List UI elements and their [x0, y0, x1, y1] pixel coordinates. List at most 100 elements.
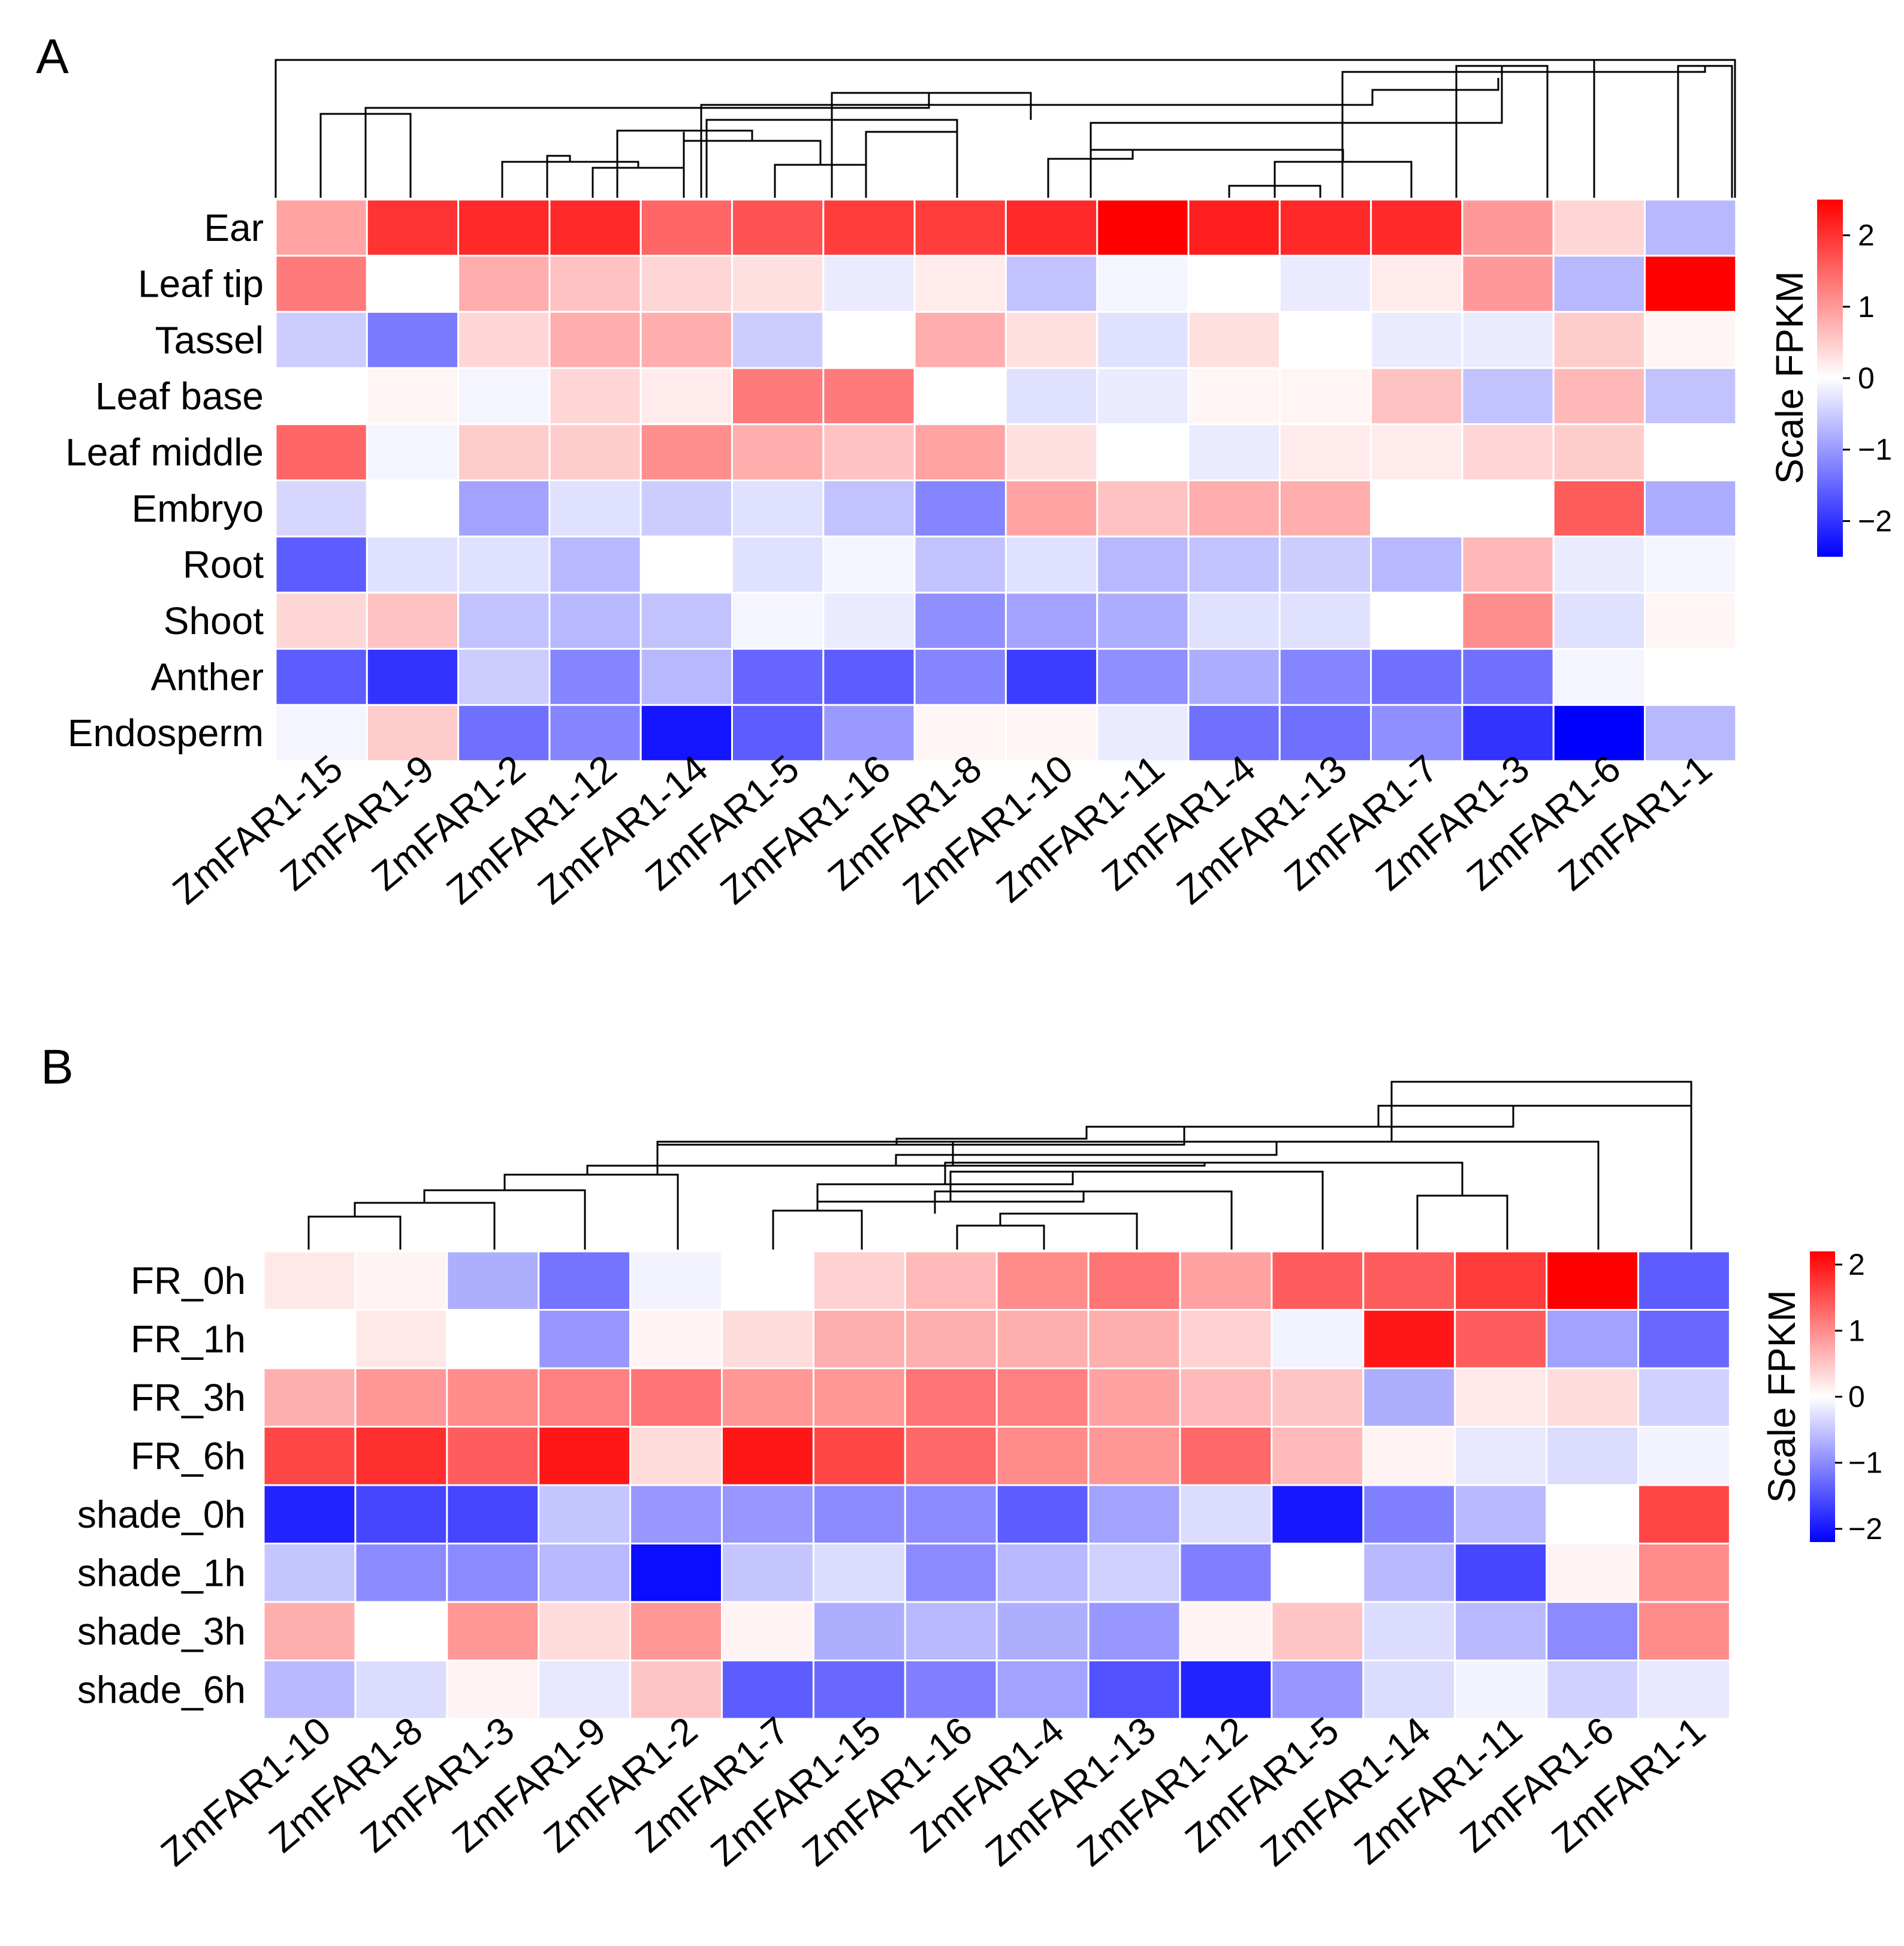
heatmap-cell: [1637, 1601, 1731, 1661]
heatmap-cell: [1644, 479, 1737, 538]
heatmap-cell: [1461, 367, 1555, 426]
heatmap-cell: [262, 1426, 357, 1486]
heatmap-panel-b: B FR_0h FR_1h FR_3h FR_6h shade_0h shade_1hsh…: [41, 1040, 1882, 1874]
heatmap-cell: [1370, 592, 1464, 650]
heatmap-cell: [366, 479, 460, 538]
heatmap-cell: [457, 704, 551, 762]
heatmap-cell: [913, 255, 1007, 313]
heatmap-cell: [1187, 423, 1281, 481]
heatmap-cell: [1552, 310, 1646, 369]
heatmap-cell: [1271, 1426, 1365, 1486]
heatmap-cell: [1552, 198, 1646, 257]
colorbar-tick-label: −1: [1848, 1446, 1882, 1480]
heatmap-cell: [1096, 648, 1190, 706]
heatmap-cell: [354, 1543, 448, 1603]
heatmap-cell: [1461, 423, 1555, 481]
heatmap-cell: [1096, 367, 1190, 426]
heatmap-cell: [262, 1309, 357, 1369]
heatmap-cell: [1271, 1484, 1365, 1544]
row-label: shade_6h: [77, 1668, 246, 1711]
colorbar-tick-label: −2: [1858, 504, 1892, 538]
heatmap-cell: [822, 310, 916, 369]
colorbar-tick-label: −2: [1848, 1512, 1882, 1546]
heatmap-cell: [1461, 310, 1555, 369]
heatmap-cell: [1087, 1250, 1181, 1311]
heatmap-cell: [995, 1543, 1090, 1603]
heatmap-cell: [354, 1250, 448, 1311]
heatmap-cell: [721, 1660, 814, 1720]
heatmap-cell: [548, 198, 642, 257]
heatmap-cell: [457, 367, 551, 426]
row-label: Ear: [204, 206, 264, 249]
heatmap-cell: [366, 592, 460, 650]
heatmap-cell: [731, 648, 825, 706]
heatmap-cell: [629, 1660, 723, 1720]
heatmap-cell: [1187, 648, 1281, 706]
heatmap-cell: [446, 1601, 540, 1661]
heatmap-cell: [262, 1543, 357, 1603]
colorbar-title-a: Scale FPKM: [1768, 271, 1811, 484]
heatmap-cell: [1271, 1543, 1365, 1603]
heatmap-cell: [904, 1426, 998, 1486]
heatmap-cell: [1004, 479, 1099, 538]
heatmap-cell: [1637, 1543, 1731, 1603]
heatmap-cell: [639, 704, 733, 762]
heatmap-cell: [1552, 648, 1646, 706]
heatmap-cell: [457, 648, 551, 706]
heatmap-cell: [1187, 255, 1281, 313]
colorbar-tick-label: 2: [1848, 1248, 1865, 1281]
heatmap-cell: [354, 1660, 448, 1720]
heatmap-cell: [1187, 310, 1281, 369]
row-label: Leaf middle: [65, 431, 264, 474]
heatmap-cell: [822, 367, 916, 426]
heatmap-cell: [366, 198, 460, 257]
heatmap-cell: [1096, 704, 1190, 762]
heatmap-cell: [639, 479, 733, 538]
heatmap-cell: [731, 310, 825, 369]
heatmap-cell: [1546, 1484, 1640, 1544]
heatmap-cell: [262, 1484, 357, 1544]
heatmap-cell: [1004, 535, 1099, 594]
heatmap-cell: [913, 479, 1007, 538]
column-dendrogram-a: [274, 59, 1736, 198]
heatmap-cell: [721, 1543, 814, 1603]
heatmap-cell: [538, 1484, 632, 1544]
heatmap-cell: [1362, 1250, 1456, 1311]
heatmap-cell: [913, 592, 1007, 650]
heatmap-cell: [913, 198, 1007, 257]
heatmap-cell: [262, 1250, 357, 1311]
heatmap-cell: [366, 423, 460, 481]
heatmap-cell: [995, 1484, 1090, 1544]
heatmap-cell: [1461, 255, 1555, 313]
heatmap-cell: [629, 1484, 723, 1544]
heatmap-cell: [1461, 479, 1555, 538]
heatmap-cell: [366, 367, 460, 426]
heatmap-cell: [1362, 1309, 1456, 1369]
heatmap-cell: [822, 198, 916, 257]
heatmap-cell: [995, 1426, 1090, 1486]
heatmap-cell: [1637, 1309, 1731, 1369]
heatmap-cell: [639, 367, 733, 426]
colorbar-tick-label: 2: [1858, 219, 1875, 252]
heatmap-cell: [1271, 1601, 1365, 1661]
heatmap-cell: [812, 1543, 906, 1603]
row-label: FR_6h: [131, 1434, 246, 1477]
heatmap-cell: [1004, 255, 1099, 313]
heatmap-cell: [812, 1601, 906, 1661]
panel-label-b: B: [41, 1040, 74, 1094]
heatmap-cell: [538, 1309, 632, 1369]
heatmap-cell: [904, 1367, 998, 1428]
heatmap-cell: [1179, 1309, 1273, 1369]
heatmap-cells-b: [262, 1250, 1731, 1720]
heatmap-cell: [457, 310, 551, 369]
heatmap-cell: [1087, 1426, 1181, 1486]
heatmap-cell: [1278, 367, 1372, 426]
colorbar-tick-label: 1: [1848, 1314, 1865, 1347]
heatmap-cell: [629, 1426, 723, 1486]
heatmap-cell: [1362, 1601, 1456, 1661]
heatmap-cell: [1644, 423, 1737, 481]
heatmap-cell: [446, 1309, 540, 1369]
colorbar-ticks-a: 2 1 0 −1 −2: [1843, 219, 1892, 538]
row-label: shade_3h: [77, 1610, 246, 1653]
heatmap-cell: [822, 704, 916, 762]
